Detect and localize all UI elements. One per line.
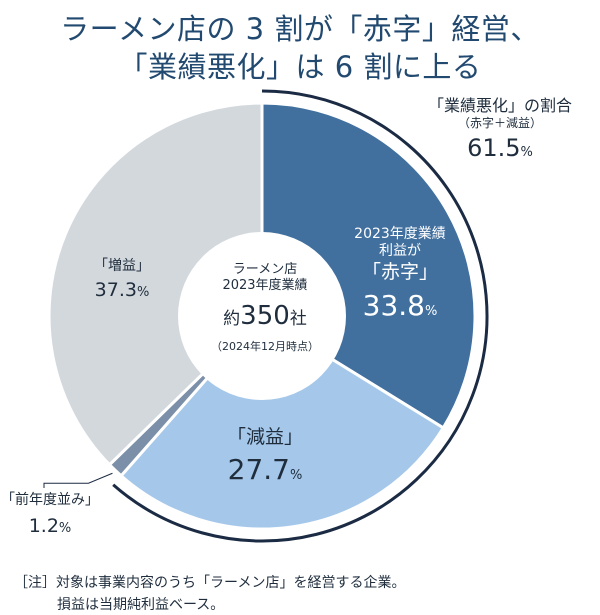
slice-decrease-value: 27.7: [227, 452, 290, 486]
slice-flat-value: 1.2: [28, 514, 59, 537]
center-count-suffix: 社: [289, 309, 307, 330]
slice-increase-unit: %: [136, 284, 150, 300]
chart-title-line2: 「業績悪化」は 6 割に上る: [118, 50, 482, 84]
bracket-arc: [112, 89, 489, 543]
slice-flat-label: 「前年度並み」: [1, 492, 99, 508]
slice-decrease-unit: %: [289, 467, 303, 483]
footnote-line1: ［注］対象は事業内容のうち「ラーメン店」を経営する企業。: [14, 572, 405, 592]
slice-deficit-unit: %: [424, 304, 438, 320]
footnote-text1: 対象は事業内容のうち「ラーメン店」を経営する企業。: [56, 575, 406, 591]
slice-deficit-line2: 利益が: [379, 242, 421, 259]
annotation-sublabel: （赤字＋減益）: [457, 116, 542, 131]
slice-label-flat: 「前年度並み」 1.2%: [0, 492, 100, 538]
center-label: ラーメン店 2023年度業績 約350社 （2024年12月時点）: [195, 262, 335, 354]
center-line2: 2023年度業績: [222, 277, 308, 293]
slice-decrease: [119, 314, 446, 531]
slice-deficit-value: 33.8: [362, 289, 425, 323]
slice-flat-unit: %: [58, 520, 72, 536]
slice-increase: [47, 101, 264, 467]
slice-label-decrease: 「減益」 27.7%: [205, 426, 325, 486]
annotation-value: 61.5: [467, 133, 521, 162]
donut-hole: [178, 232, 346, 400]
footnote-prefix: ［注］: [14, 575, 56, 591]
footnote-line2: 損益は当期純利益ベース。: [57, 594, 224, 614]
center-date: （2024年12月時点）: [211, 340, 319, 354]
slice-deficit-line1: 2023年度業績: [354, 226, 446, 242]
slice-label-increase: 「増益」 37.3%: [72, 258, 172, 302]
slice-increase-label: 「増益」: [94, 258, 150, 274]
slice-deficit-label: 「赤字」: [361, 260, 438, 283]
annotation-label: 「業績悪化」の割合: [427, 96, 572, 115]
footnote-text2: 損益は当期純利益ベース。: [57, 597, 225, 613]
annotation-deterioration: 「業績悪化」の割合 （赤字＋減益） 61.5%: [410, 96, 590, 162]
slice-increase-value: 37.3: [94, 278, 137, 301]
annotation-unit: %: [520, 144, 533, 160]
chart-title-line1: ラーメン店の 3 割が「赤字」経営、: [60, 12, 540, 46]
center-count: 350: [240, 301, 290, 332]
leader-line-flat: [43, 472, 113, 488]
center-line1: ラーメン店: [232, 262, 298, 277]
slice-label-deficit: 2023年度業績 利益が 「赤字」 33.8%: [330, 226, 470, 323]
slice-decrease-label: 「減益」: [226, 426, 303, 448]
center-count-prefix: 約: [223, 309, 241, 330]
